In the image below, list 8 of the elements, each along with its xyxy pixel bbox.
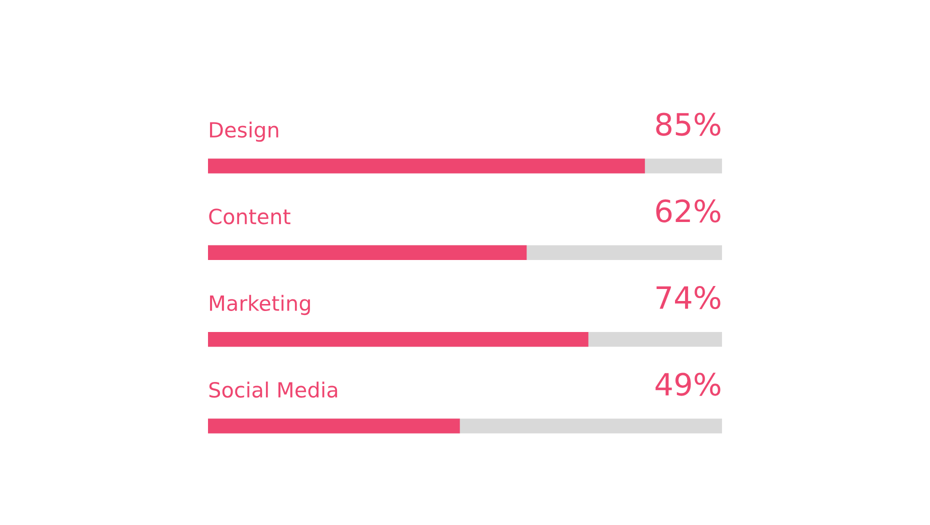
- y-tick-label: Design: [210, 122, 278, 142]
- data-label: 85%: [656, 112, 720, 136]
- y-tick-label: Content: [209, 208, 290, 224]
- y-tick-label: Marketing: [210, 294, 310, 316]
- data-label: 62%: [656, 199, 720, 222]
- y-tick-label: Social Media: [209, 382, 338, 398]
- data-label: 49%: [656, 372, 720, 396]
- data-label: 74%: [656, 286, 720, 310]
